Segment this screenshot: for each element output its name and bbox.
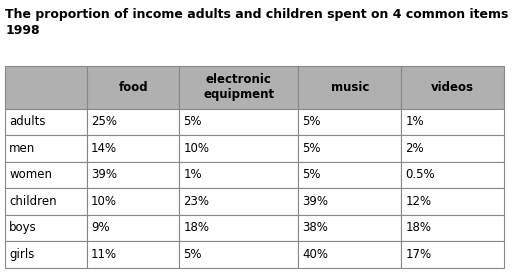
Text: children: children: [9, 195, 57, 208]
Bar: [5, 162, 87, 188]
Bar: [87, 188, 179, 215]
Bar: [87, 66, 179, 109]
Text: food: food: [118, 81, 148, 94]
Bar: [401, 188, 504, 215]
Text: 11%: 11%: [91, 248, 117, 261]
Bar: [401, 135, 504, 162]
Text: adults: adults: [9, 115, 46, 128]
Bar: [401, 66, 504, 109]
Bar: [87, 109, 179, 135]
Text: 5%: 5%: [303, 142, 321, 155]
Bar: [5, 241, 87, 268]
Bar: [298, 215, 401, 241]
Text: The proportion of income adults and children spent on 4 common items in the UK i: The proportion of income adults and chil…: [5, 8, 512, 37]
Bar: [401, 109, 504, 135]
Text: 1%: 1%: [183, 168, 202, 181]
Text: 39%: 39%: [303, 195, 328, 208]
Bar: [179, 162, 298, 188]
Text: men: men: [9, 142, 35, 155]
Text: 1%: 1%: [406, 115, 424, 128]
Bar: [401, 241, 504, 268]
Text: 5%: 5%: [183, 248, 202, 261]
Bar: [298, 241, 401, 268]
Text: 18%: 18%: [183, 221, 209, 234]
Bar: [87, 135, 179, 162]
Bar: [179, 215, 298, 241]
Bar: [87, 241, 179, 268]
Bar: [179, 135, 298, 162]
Text: 23%: 23%: [183, 195, 209, 208]
Text: videos: videos: [431, 81, 474, 94]
Bar: [5, 188, 87, 215]
Text: 5%: 5%: [303, 168, 321, 181]
Text: 17%: 17%: [406, 248, 432, 261]
Bar: [179, 188, 298, 215]
Text: 10%: 10%: [91, 195, 117, 208]
Text: boys: boys: [9, 221, 37, 234]
Bar: [179, 241, 298, 268]
Text: 5%: 5%: [183, 115, 202, 128]
Bar: [5, 135, 87, 162]
Text: 2%: 2%: [406, 142, 424, 155]
Text: 10%: 10%: [183, 142, 209, 155]
Bar: [298, 66, 401, 109]
Text: girls: girls: [9, 248, 35, 261]
Bar: [179, 66, 298, 109]
Text: 40%: 40%: [303, 248, 328, 261]
Bar: [5, 215, 87, 241]
Text: women: women: [9, 168, 52, 181]
Bar: [298, 135, 401, 162]
Bar: [401, 162, 504, 188]
Bar: [5, 66, 87, 109]
Text: 12%: 12%: [406, 195, 432, 208]
Bar: [298, 109, 401, 135]
Text: 14%: 14%: [91, 142, 117, 155]
Text: 38%: 38%: [303, 221, 328, 234]
Text: 0.5%: 0.5%: [406, 168, 435, 181]
Bar: [298, 188, 401, 215]
Text: 18%: 18%: [406, 221, 432, 234]
Bar: [87, 215, 179, 241]
Text: 5%: 5%: [303, 115, 321, 128]
Text: music: music: [331, 81, 369, 94]
Text: 25%: 25%: [91, 115, 117, 128]
Text: electronic
equipment: electronic equipment: [203, 73, 274, 102]
Bar: [401, 215, 504, 241]
Text: 39%: 39%: [91, 168, 117, 181]
Bar: [87, 162, 179, 188]
Text: 9%: 9%: [91, 221, 110, 234]
Bar: [179, 109, 298, 135]
Bar: [5, 109, 87, 135]
Bar: [298, 162, 401, 188]
